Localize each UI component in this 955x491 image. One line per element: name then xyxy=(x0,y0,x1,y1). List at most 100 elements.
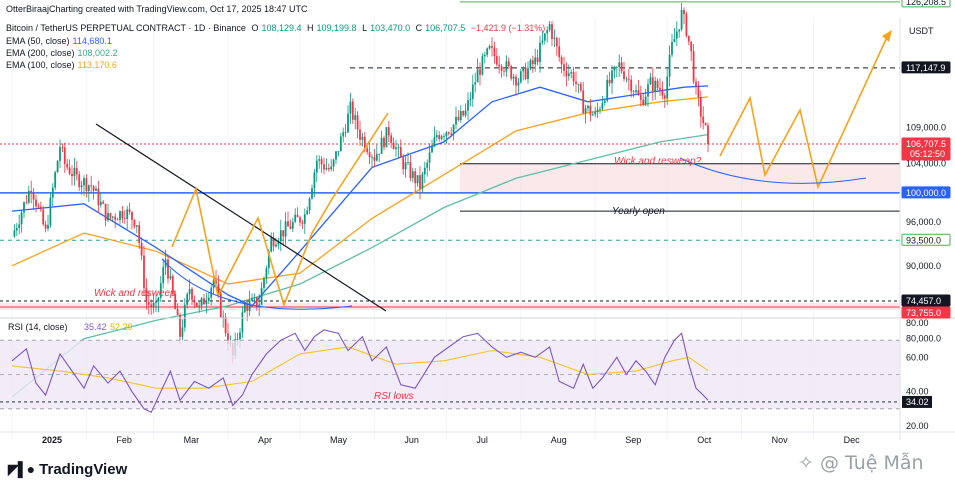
time-label: Nov xyxy=(772,435,789,445)
candle-body xyxy=(464,110,467,116)
candle-body xyxy=(591,114,594,116)
candle-body xyxy=(162,267,165,284)
candle xyxy=(123,210,126,224)
candle xyxy=(37,203,40,209)
candle xyxy=(59,139,61,168)
candle xyxy=(308,196,311,215)
rsi-ma-line xyxy=(11,346,709,389)
candle xyxy=(85,174,88,198)
candle-body xyxy=(613,67,616,71)
candle-body xyxy=(529,60,532,69)
candle-body xyxy=(457,116,460,120)
candle-body xyxy=(99,201,102,206)
candle xyxy=(476,58,479,83)
candle xyxy=(289,219,292,230)
candle-body xyxy=(399,147,402,158)
price-axis: USDT109,000.0104,000.096,000.090,000.084… xyxy=(899,0,951,440)
candle xyxy=(66,159,69,171)
candle-body xyxy=(498,64,501,67)
candle-body xyxy=(486,48,489,55)
candle-body xyxy=(387,127,390,136)
candle xyxy=(483,51,486,64)
candle-body xyxy=(35,199,37,207)
candle xyxy=(44,220,47,233)
candle xyxy=(611,65,613,94)
candle-body xyxy=(157,297,160,302)
candle xyxy=(35,194,37,213)
candle-body xyxy=(450,133,453,135)
candle-body xyxy=(42,209,45,225)
candle xyxy=(349,92,352,124)
candle xyxy=(380,130,383,154)
candle-body xyxy=(248,300,251,311)
candle xyxy=(359,120,361,147)
ema200-legend[interactable]: EMA (200, close) 108,002.2 xyxy=(6,48,121,58)
candle-body xyxy=(690,41,693,52)
candle xyxy=(471,74,474,107)
candle-body xyxy=(606,79,609,101)
candle-body xyxy=(116,219,119,221)
candle-body xyxy=(275,244,277,247)
price-badge-box xyxy=(901,294,951,307)
candle xyxy=(315,155,318,183)
candle-body xyxy=(414,171,417,184)
candle-body xyxy=(467,100,469,111)
ohlc-open-label: O xyxy=(251,23,259,33)
candle-body xyxy=(210,287,213,298)
candle-body xyxy=(296,214,299,218)
candle-body xyxy=(186,294,189,305)
candle-body xyxy=(459,111,462,120)
candle xyxy=(119,210,121,225)
candle xyxy=(150,299,153,315)
candle xyxy=(695,77,697,95)
candle-body xyxy=(147,302,150,305)
symbol-legend[interactable]: Bitcoin / TetherUS PERPETUAL CONTRACT · … xyxy=(6,23,548,33)
candle xyxy=(390,132,393,149)
candle-body xyxy=(438,135,441,140)
candle-body xyxy=(440,136,443,140)
candle-body xyxy=(395,147,397,150)
ohlc-high-label: H xyxy=(307,23,314,33)
candle xyxy=(147,291,150,315)
candle xyxy=(90,175,93,193)
candle xyxy=(282,230,285,246)
candle-body xyxy=(44,224,47,229)
candle-body xyxy=(109,213,112,218)
rsi-value: 35.42 xyxy=(84,322,107,332)
price-badge: 73,755.0 xyxy=(901,306,951,319)
candle-body xyxy=(666,76,669,99)
candle-body xyxy=(560,57,563,65)
candle xyxy=(447,131,450,136)
candle-body xyxy=(200,298,203,306)
candle-body xyxy=(135,225,138,227)
candle-body xyxy=(675,31,678,39)
candle-body xyxy=(140,243,143,256)
candle-body xyxy=(517,82,520,86)
candle xyxy=(707,122,709,153)
ema100-legend[interactable]: EMA (100, close) 113,170.6 xyxy=(6,60,120,70)
candle-body xyxy=(66,163,69,168)
candle xyxy=(690,41,693,61)
candle xyxy=(599,106,601,114)
candle-body xyxy=(630,79,633,92)
ema50-legend[interactable]: EMA (50, close) 114,680.1 xyxy=(6,36,115,46)
candle-body xyxy=(325,168,328,170)
candle-body xyxy=(704,123,707,126)
candle-body xyxy=(363,136,366,149)
candle xyxy=(404,155,407,178)
candle-body xyxy=(570,72,573,74)
candle xyxy=(565,62,568,87)
candle-body xyxy=(380,137,383,154)
candle xyxy=(279,219,282,251)
candle xyxy=(351,98,354,125)
candle xyxy=(623,61,625,82)
candle xyxy=(296,207,299,218)
candle-body xyxy=(426,162,429,168)
candle-body xyxy=(308,198,311,211)
candle xyxy=(258,293,261,316)
candle-body xyxy=(217,284,220,294)
candle-body xyxy=(260,287,263,305)
candle xyxy=(692,43,695,84)
candle-body xyxy=(277,241,280,245)
